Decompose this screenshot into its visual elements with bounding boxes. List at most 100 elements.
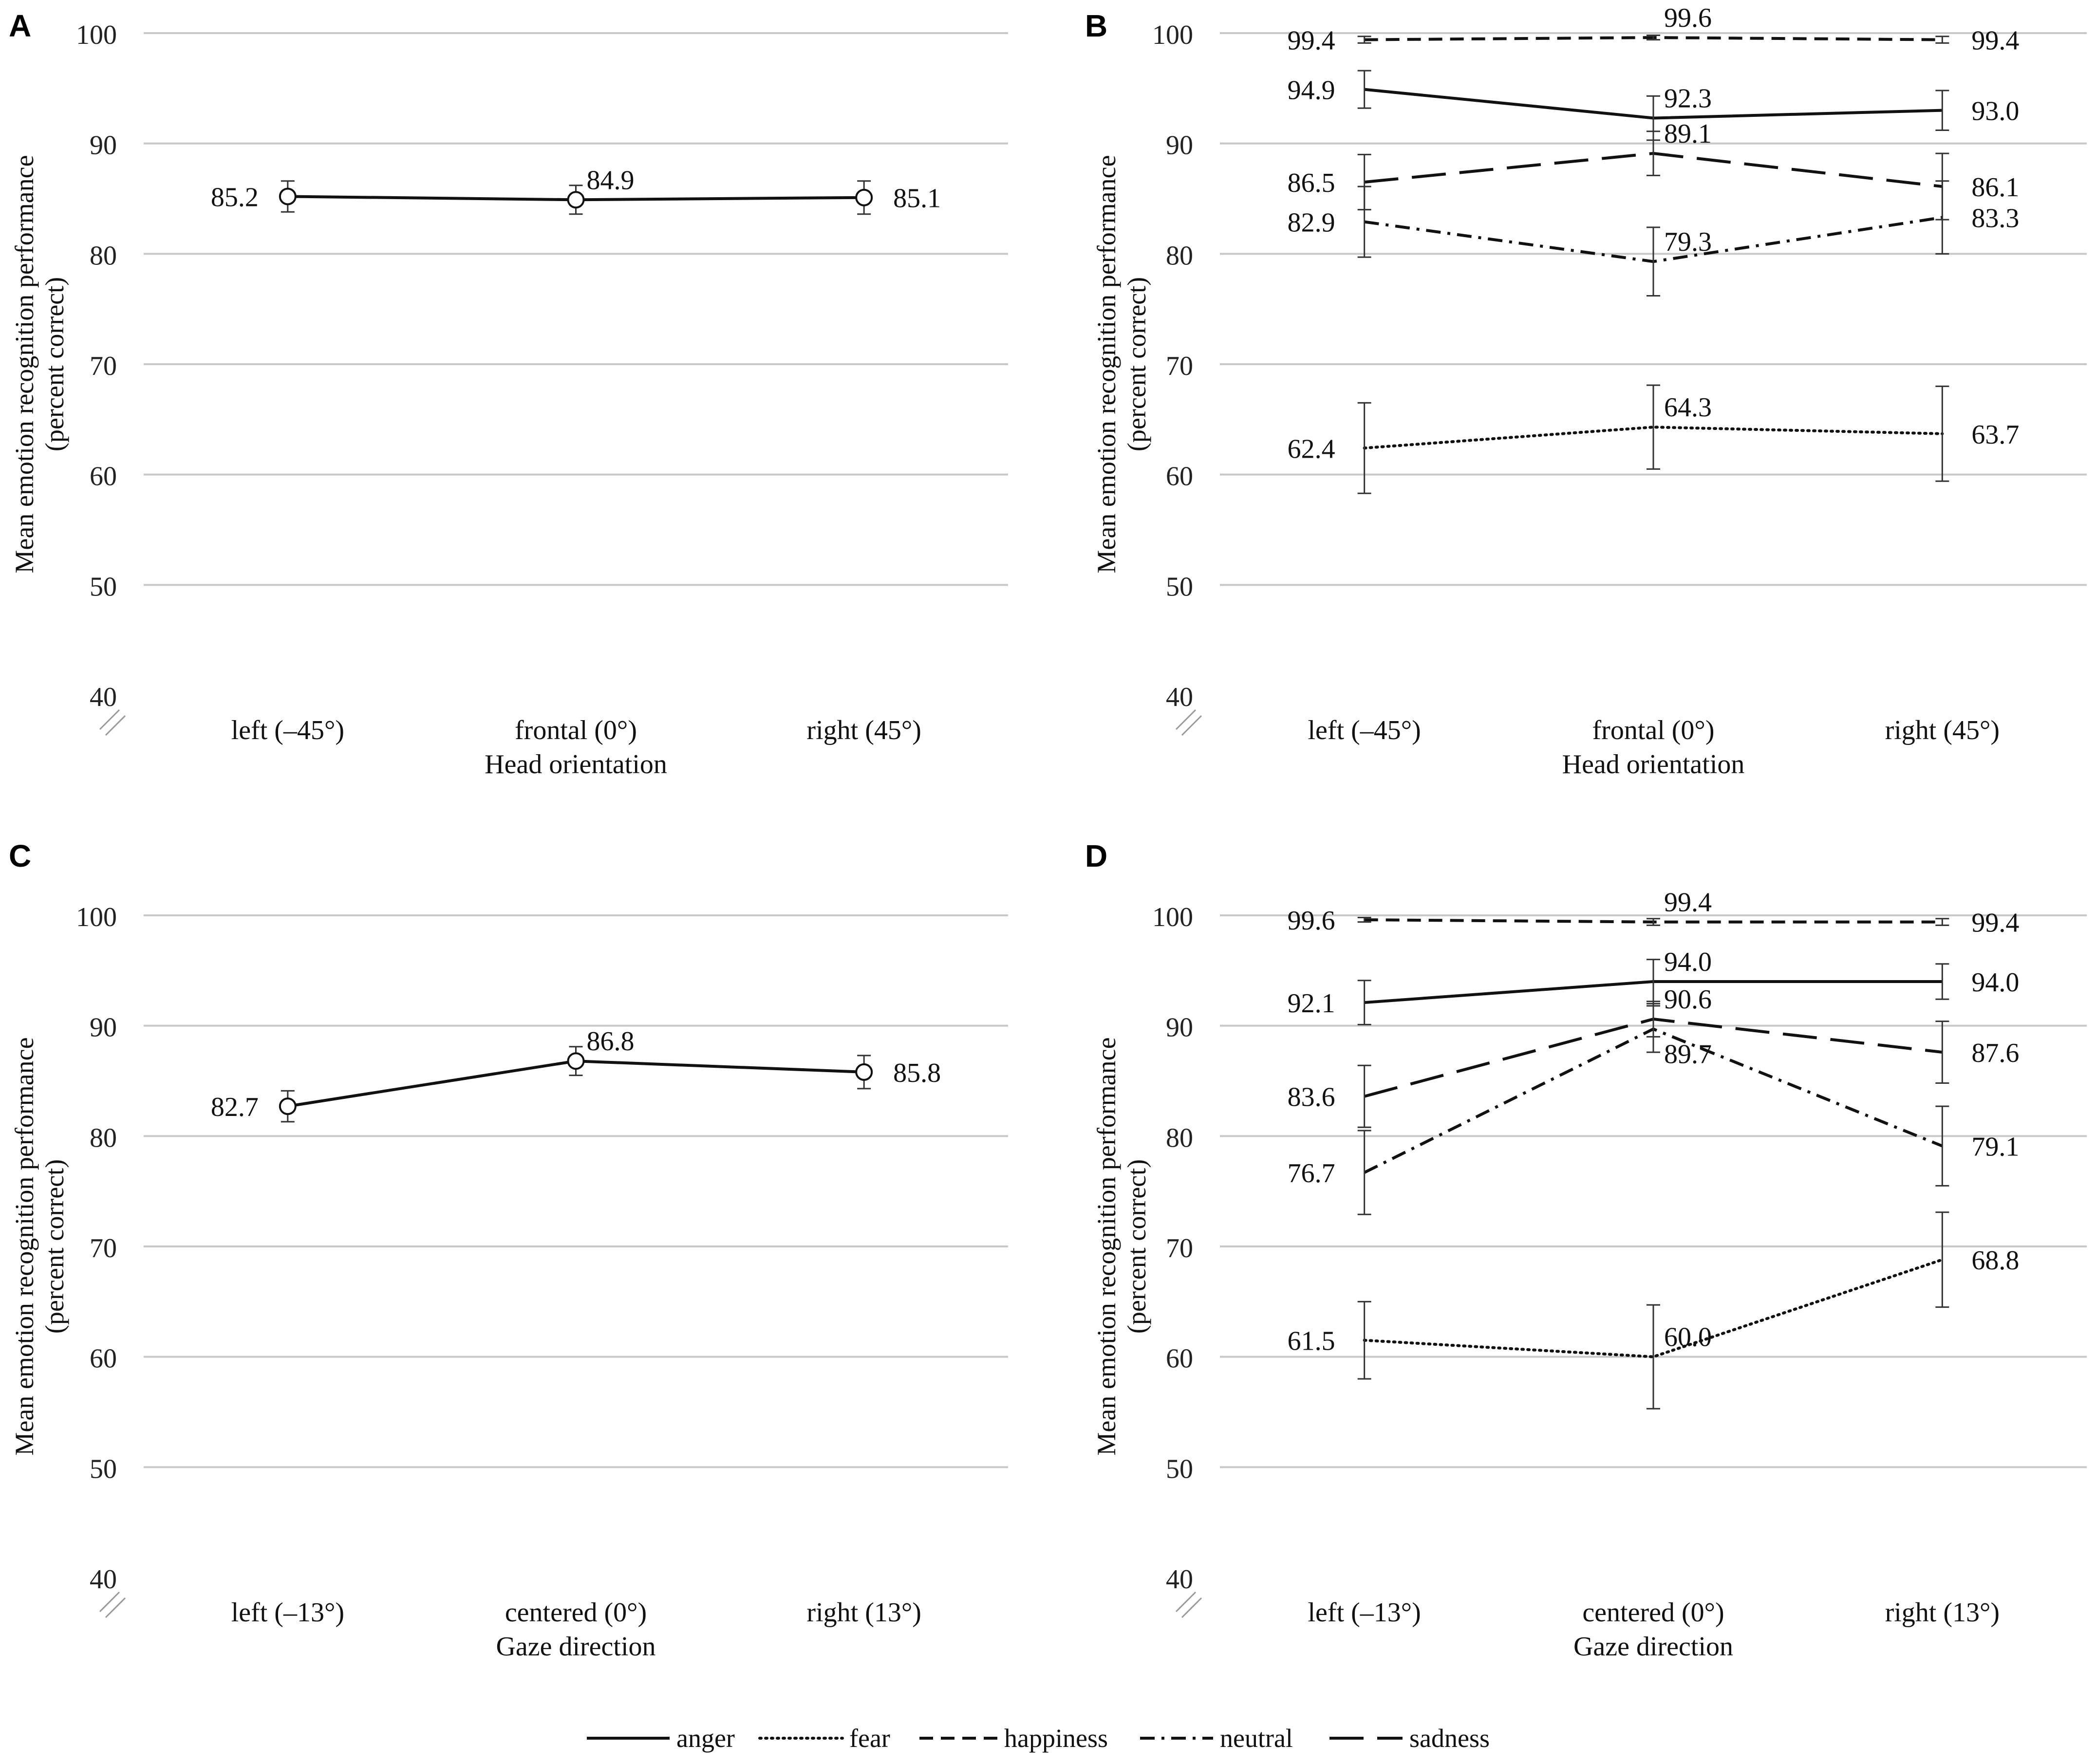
y-tick-label: 80 <box>90 1123 117 1153</box>
y-tick-label: 100 <box>1152 902 1193 932</box>
series-sadness: 83.6 90.6 87.6 <box>1288 984 2019 1128</box>
data-label: 83.3 <box>1971 204 2019 234</box>
y-tick-label: 50 <box>1166 1454 1193 1484</box>
data-label: 84.9 <box>587 165 635 195</box>
y-axis-label-line: Mean emotion recognition performance <box>1092 155 1121 573</box>
y-axis-label: Mean emotion recognition performance(per… <box>10 1037 69 1455</box>
x-axis-label: Gaze direction <box>496 1632 655 1662</box>
x-tick-label: left (–13°) <box>231 1597 344 1628</box>
x-axis-label: Head orientation <box>1562 749 1745 780</box>
legend-label: happiness <box>1004 1724 1108 1753</box>
data-label: 94.0 <box>1971 967 2019 998</box>
data-point <box>855 1063 873 1081</box>
y-axis-label-line: Mean emotion recognition performance <box>10 155 39 573</box>
data-label: 85.2 <box>211 182 259 212</box>
y-tick-label: 60 <box>1166 462 1193 492</box>
legend-label: neutral <box>1220 1724 1293 1753</box>
data-label: 62.4 <box>1288 434 1335 464</box>
data-label: 82.9 <box>1288 208 1335 238</box>
data-label: 99.4 <box>1664 888 1712 918</box>
data-label: 60.0 <box>1664 1322 1712 1353</box>
y-tick-label: 70 <box>90 1233 117 1263</box>
y-tick-label: 90 <box>90 1013 117 1043</box>
x-tick-label: right (45°) <box>1885 715 2000 745</box>
y-tick-label: 40 <box>90 682 117 712</box>
y-axis-label: Mean emotion recognition performance(per… <box>10 155 69 573</box>
y-axis-label-line: (percent correct) <box>1122 1159 1151 1334</box>
data-label: 90.6 <box>1664 984 1712 1015</box>
y-tick-label: 50 <box>90 1454 117 1484</box>
y-tick-label: 50 <box>90 572 117 602</box>
y-tick-label: 40 <box>90 1564 117 1595</box>
y-tick-label: 40 <box>1166 682 1193 712</box>
x-axis-label: Head orientation <box>485 749 667 780</box>
x-tick-label: right (13°) <box>806 1597 921 1628</box>
axis-break-mark <box>1181 1597 1202 1618</box>
y-tick-label: 100 <box>76 20 117 50</box>
data-label: 99.6 <box>1664 3 1712 33</box>
data-label: 86.8 <box>587 1026 635 1057</box>
data-label: 99.4 <box>1971 26 2019 56</box>
series-fear: 61.5 60.0 68.8 <box>1288 1211 2019 1410</box>
series-fear: 62.4 64.3 63.7 <box>1288 384 2019 494</box>
x-tick-label: left (–13°) <box>1308 1597 1421 1628</box>
x-tick-label: frontal (0°) <box>1592 715 1715 745</box>
data-label: 61.5 <box>1288 1326 1335 1356</box>
y-axis-label: Mean emotion recognition performance(per… <box>1092 155 1151 573</box>
series-happiness: 99.4 99.6 99.4 <box>1288 3 2020 56</box>
y-tick-label: 80 <box>90 241 117 271</box>
axis-break-mark <box>99 1591 120 1613</box>
y-tick-label: 90 <box>1166 1013 1193 1043</box>
axis-break-mark <box>1175 1591 1197 1613</box>
data-label: 79.1 <box>1971 1132 2019 1162</box>
x-tick-label: frontal (0°) <box>515 715 637 745</box>
data-point <box>567 191 585 209</box>
panel-letter: C <box>9 838 31 873</box>
series-anger: 94.9 92.3 93.0 <box>1288 70 2019 141</box>
y-tick-label: 40 <box>1166 1564 1193 1595</box>
data-label: 99.6 <box>1288 906 1335 936</box>
panel-d: D 40 50 60 70 80 90 100 Mean emotion recognition… <box>1085 838 2087 1662</box>
data-label: 63.7 <box>1971 420 2019 450</box>
y-axis-label: Mean emotion recognition performance(per… <box>1092 1037 1151 1455</box>
data-label: 93.0 <box>1971 96 2019 127</box>
legend-label: sadness <box>1409 1724 1490 1753</box>
data-point <box>855 188 873 206</box>
panel-a: A 40 50 60 70 80 90 100 Mean emotion recognition… <box>9 8 1008 780</box>
panel-letter: D <box>1085 838 1107 873</box>
series-overall: 85.2 84.9 85.1 <box>211 165 941 215</box>
x-tick-label: left (–45°) <box>231 715 344 745</box>
data-label: 82.7 <box>211 1092 259 1122</box>
panel-letter: B <box>1085 8 1107 43</box>
data-label: 68.8 <box>1971 1245 2019 1276</box>
y-axis-label-line: (percent correct) <box>40 1159 69 1334</box>
panel-b: B 40 50 60 70 80 90 100 Mean emotion recognition… <box>1085 3 2087 780</box>
data-label: 89.7 <box>1664 1039 1712 1069</box>
y-tick-label: 70 <box>90 351 117 381</box>
series-sadness: 86.5 89.1 86.1 <box>1288 119 2019 221</box>
panel-letter: A <box>9 8 31 43</box>
y-axis-label-line: (percent correct) <box>40 277 69 451</box>
x-tick-label: centered (0°) <box>505 1597 647 1628</box>
series-anger: 92.1 94.0 94.0 <box>1288 947 2019 1025</box>
data-label: 79.3 <box>1664 227 1712 257</box>
legend-label: anger <box>676 1724 735 1753</box>
data-label: 76.7 <box>1288 1158 1335 1188</box>
data-label: 86.1 <box>1971 172 2019 203</box>
axis-break-mark <box>1181 715 1202 736</box>
y-axis-label-line: (percent correct) <box>1122 277 1151 451</box>
data-label: 86.5 <box>1288 168 1335 198</box>
data-label: 85.1 <box>893 184 941 214</box>
axis-break-mark <box>1175 709 1197 730</box>
y-tick-label: 60 <box>90 462 117 492</box>
y-tick-label: 80 <box>1166 1123 1193 1153</box>
legend-label: fear <box>849 1724 890 1753</box>
data-label: 92.1 <box>1288 988 1335 1019</box>
data-label: 89.1 <box>1664 119 1712 149</box>
x-tick-label: right (13°) <box>1885 1597 2000 1628</box>
y-tick-label: 60 <box>1166 1344 1193 1374</box>
data-point <box>279 1097 297 1115</box>
data-point <box>279 187 297 205</box>
y-tick-label: 80 <box>1166 241 1193 271</box>
